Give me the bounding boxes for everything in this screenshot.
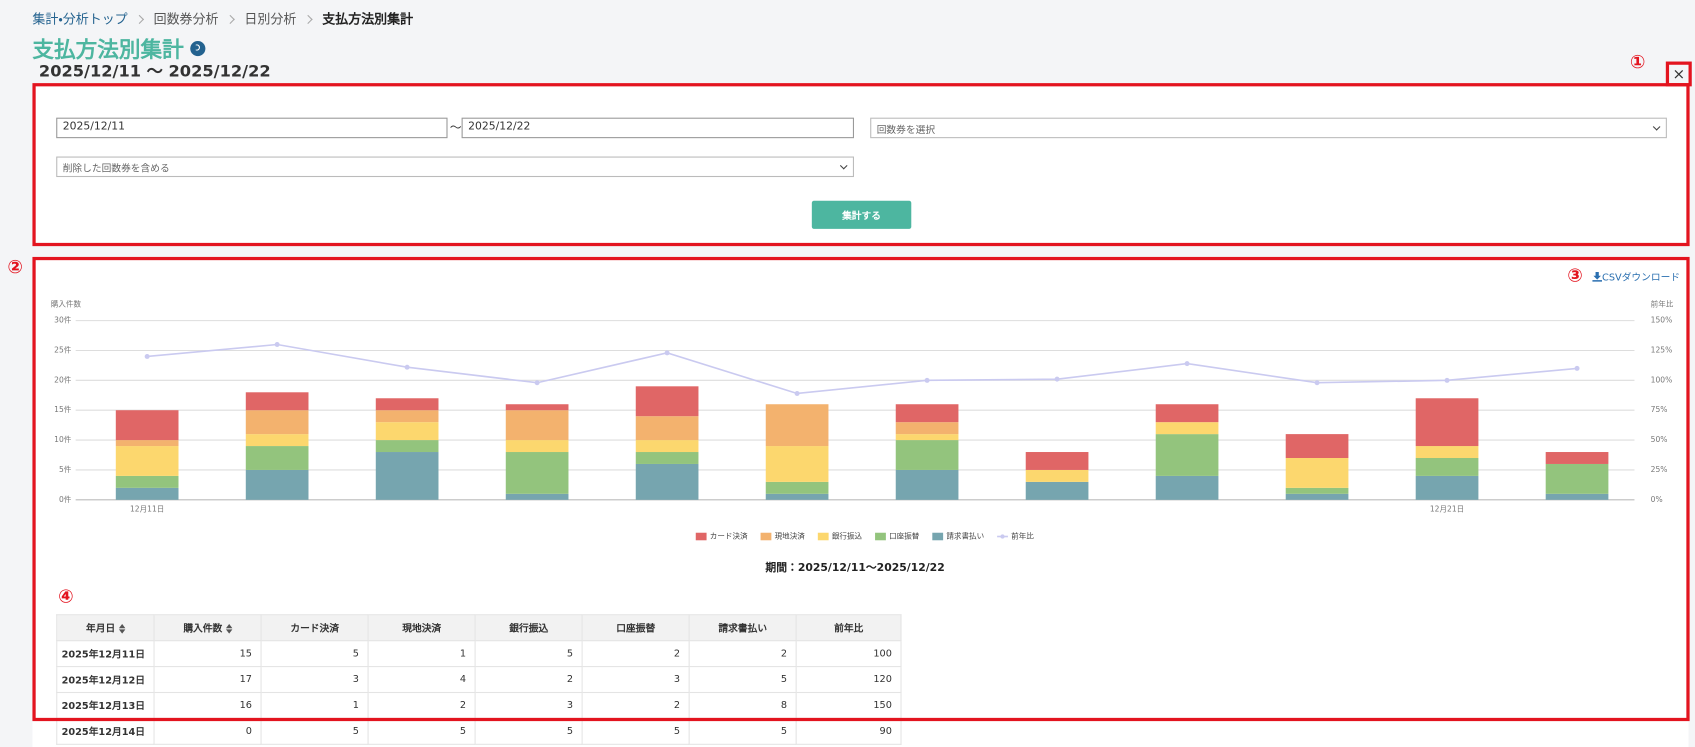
annotation-marker: ① — [1630, 52, 1646, 74]
close-button[interactable]: × — [1666, 62, 1692, 87]
table-cell: 90 — [796, 718, 901, 744]
annotation-marker: ④ — [58, 586, 74, 608]
table-cell: 5 — [368, 718, 475, 744]
table-cell: 5 — [261, 718, 368, 744]
highlight-box — [32, 257, 1689, 721]
table-cell: 5 — [582, 718, 689, 744]
annotation-marker: ② — [7, 257, 23, 279]
table-row: 2025年12月14日05555590 — [57, 718, 901, 744]
table-cell: 2025年12月14日 — [57, 718, 154, 744]
table-cell: 5 — [475, 718, 582, 744]
annotation-marker: ③ — [1567, 266, 1583, 288]
table-cell: 0 — [154, 718, 261, 744]
highlight-box — [32, 83, 1689, 246]
table-cell: 5 — [689, 718, 796, 744]
